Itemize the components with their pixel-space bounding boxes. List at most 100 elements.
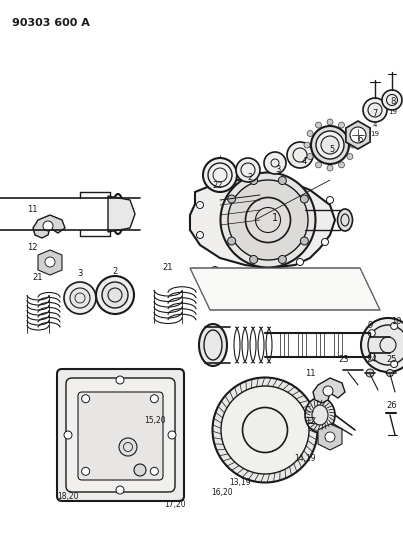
Circle shape	[366, 369, 374, 377]
Circle shape	[339, 122, 345, 128]
Circle shape	[327, 119, 333, 125]
Ellipse shape	[368, 325, 403, 365]
Text: 3: 3	[77, 270, 83, 279]
Ellipse shape	[245, 198, 291, 243]
Circle shape	[212, 266, 218, 273]
Text: 11: 11	[305, 368, 315, 377]
Circle shape	[386, 369, 393, 376]
Ellipse shape	[221, 386, 309, 474]
Text: 23: 23	[339, 356, 349, 365]
Text: 7: 7	[372, 109, 378, 118]
Circle shape	[64, 431, 72, 439]
Circle shape	[391, 322, 398, 329]
Circle shape	[350, 142, 356, 148]
Circle shape	[347, 154, 353, 159]
Text: 2: 2	[112, 268, 118, 277]
FancyBboxPatch shape	[78, 392, 163, 480]
Circle shape	[82, 467, 89, 475]
Circle shape	[350, 127, 366, 143]
Circle shape	[249, 176, 258, 184]
Text: 13,19: 13,19	[229, 478, 251, 487]
Ellipse shape	[102, 282, 128, 308]
Text: 3: 3	[275, 166, 280, 174]
Ellipse shape	[363, 98, 387, 122]
Text: 5: 5	[329, 146, 334, 155]
Text: 21: 21	[163, 263, 173, 272]
Text: 10: 10	[391, 318, 401, 327]
Polygon shape	[318, 424, 342, 450]
Text: 22: 22	[213, 181, 223, 190]
Ellipse shape	[305, 398, 335, 432]
Polygon shape	[33, 215, 65, 238]
Circle shape	[325, 432, 335, 442]
Polygon shape	[313, 378, 345, 403]
Ellipse shape	[382, 90, 402, 110]
Ellipse shape	[64, 282, 96, 314]
Circle shape	[278, 255, 287, 263]
Circle shape	[45, 257, 55, 267]
Circle shape	[150, 395, 158, 403]
Polygon shape	[190, 178, 335, 268]
Circle shape	[322, 238, 328, 246]
Circle shape	[304, 142, 310, 148]
Text: 19: 19	[370, 131, 380, 137]
Text: 19: 19	[388, 109, 397, 115]
Ellipse shape	[337, 209, 353, 231]
Circle shape	[297, 259, 303, 265]
Ellipse shape	[112, 194, 124, 234]
Text: 6: 6	[357, 135, 363, 144]
Circle shape	[316, 122, 322, 128]
Circle shape	[197, 201, 204, 208]
Ellipse shape	[287, 142, 313, 168]
Ellipse shape	[70, 288, 90, 308]
Ellipse shape	[212, 377, 318, 482]
FancyBboxPatch shape	[66, 378, 175, 492]
Circle shape	[339, 162, 345, 168]
Circle shape	[116, 486, 124, 494]
Ellipse shape	[361, 318, 403, 372]
Circle shape	[228, 195, 236, 203]
Ellipse shape	[321, 136, 339, 154]
Text: 8: 8	[391, 96, 396, 106]
Text: 4: 4	[373, 122, 377, 128]
Text: 17,20: 17,20	[164, 500, 186, 510]
Polygon shape	[108, 196, 135, 232]
Circle shape	[323, 386, 333, 396]
Ellipse shape	[311, 126, 349, 164]
Text: 25: 25	[387, 356, 397, 365]
Text: 15,20: 15,20	[144, 416, 166, 424]
Circle shape	[307, 131, 313, 136]
Text: 21: 21	[33, 273, 43, 282]
Circle shape	[391, 360, 398, 368]
Circle shape	[316, 162, 322, 168]
Ellipse shape	[96, 276, 134, 314]
Ellipse shape	[220, 173, 316, 268]
Text: 12: 12	[27, 244, 37, 253]
Text: 16,20: 16,20	[211, 488, 233, 497]
Ellipse shape	[199, 324, 227, 366]
Text: 26: 26	[387, 400, 397, 409]
Circle shape	[300, 195, 308, 203]
Text: 12: 12	[305, 417, 315, 426]
Text: 9: 9	[368, 320, 373, 329]
Circle shape	[368, 353, 375, 360]
Text: 18,20: 18,20	[57, 492, 79, 502]
Ellipse shape	[236, 158, 260, 182]
Circle shape	[43, 221, 53, 231]
Ellipse shape	[264, 152, 286, 174]
Text: 11: 11	[27, 206, 37, 214]
Circle shape	[368, 330, 375, 337]
Circle shape	[168, 431, 176, 439]
Text: 90303 600 A: 90303 600 A	[12, 18, 90, 28]
Circle shape	[197, 231, 204, 238]
Circle shape	[347, 131, 353, 136]
Circle shape	[150, 467, 158, 475]
Text: 14,19: 14,19	[294, 454, 316, 463]
Circle shape	[249, 255, 258, 263]
FancyBboxPatch shape	[57, 369, 184, 501]
Ellipse shape	[228, 180, 308, 260]
Ellipse shape	[203, 158, 237, 192]
Ellipse shape	[316, 131, 344, 159]
Polygon shape	[346, 121, 370, 149]
Ellipse shape	[243, 408, 287, 453]
